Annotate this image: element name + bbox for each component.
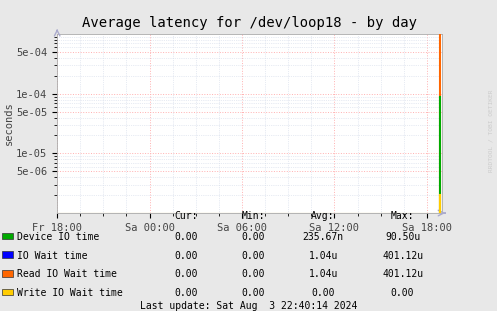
Text: Read IO Wait time: Read IO Wait time	[17, 269, 117, 279]
Text: 90.50u: 90.50u	[385, 232, 420, 242]
Text: 1.04u: 1.04u	[308, 269, 338, 279]
Text: 0.00: 0.00	[311, 288, 335, 298]
Text: 235.67n: 235.67n	[303, 232, 343, 242]
Text: 0.00: 0.00	[242, 251, 265, 261]
Text: 1.04u: 1.04u	[308, 251, 338, 261]
Text: 401.12u: 401.12u	[382, 269, 423, 279]
Text: 0.00: 0.00	[242, 288, 265, 298]
Text: Device IO time: Device IO time	[17, 232, 99, 242]
Text: 0.00: 0.00	[174, 288, 198, 298]
Text: Max:: Max:	[391, 211, 414, 221]
Text: 0.00: 0.00	[174, 269, 198, 279]
Title: Average latency for /dev/loop18 - by day: Average latency for /dev/loop18 - by day	[82, 16, 417, 30]
Text: IO Wait time: IO Wait time	[17, 251, 88, 261]
Text: Min:: Min:	[242, 211, 265, 221]
Text: Last update: Sat Aug  3 22:40:14 2024: Last update: Sat Aug 3 22:40:14 2024	[140, 301, 357, 311]
Text: 0.00: 0.00	[391, 288, 414, 298]
Text: 401.12u: 401.12u	[382, 251, 423, 261]
Text: Cur:: Cur:	[174, 211, 198, 221]
Text: 0.00: 0.00	[174, 251, 198, 261]
Text: RRDTOOL / TOBI OETIKER: RRDTOOL / TOBI OETIKER	[489, 89, 494, 172]
Text: 0.00: 0.00	[242, 269, 265, 279]
Y-axis label: seconds: seconds	[3, 102, 13, 146]
Text: Avg:: Avg:	[311, 211, 335, 221]
Text: Write IO Wait time: Write IO Wait time	[17, 288, 123, 298]
Text: 0.00: 0.00	[242, 232, 265, 242]
Text: 0.00: 0.00	[174, 232, 198, 242]
